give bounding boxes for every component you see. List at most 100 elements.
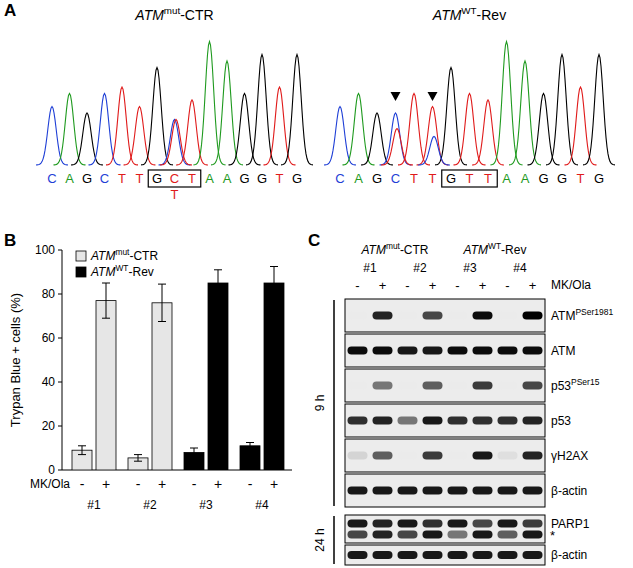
- band: [473, 417, 493, 425]
- band: [423, 417, 443, 425]
- band: [373, 487, 393, 495]
- bar: [152, 303, 172, 470]
- y-tick-label: 20: [42, 419, 56, 433]
- band: [423, 347, 443, 355]
- band: [373, 382, 393, 390]
- blot-strip: [345, 515, 545, 543]
- y-tick-label: 40: [42, 375, 56, 389]
- base-letter: T: [171, 187, 179, 202]
- treatment-sign: +: [479, 278, 487, 293]
- chromatogram: ATMWT-RevCAGCTTGTTAAGGTG: [324, 5, 615, 187]
- row-label: PARP1: [551, 517, 590, 531]
- base-letter: G: [594, 171, 604, 186]
- trace-peak: [324, 107, 356, 166]
- base-letter: T: [484, 171, 492, 186]
- x-tick-label: +: [270, 476, 278, 492]
- band: [373, 520, 393, 528]
- time-bracket: [333, 300, 335, 506]
- group-label: #1: [87, 498, 101, 512]
- error-bar: [78, 446, 86, 455]
- treatment-sign: -: [505, 278, 509, 293]
- y-axis-title: Trypan Blue + cells (%): [8, 293, 23, 427]
- figure: ABCATMmut-CTRCAGCTTGCTAAGGTGTATMWT-RevCA…: [0, 0, 633, 568]
- treatment-sign: +: [429, 278, 437, 293]
- band: [423, 520, 443, 528]
- blot-strip: [345, 545, 545, 565]
- base-letter: A: [65, 171, 74, 186]
- x-tick-label: -: [248, 476, 253, 492]
- band: [473, 530, 493, 538]
- band: [398, 382, 418, 390]
- base-letter: C: [391, 171, 400, 186]
- y-axis: [62, 250, 63, 470]
- trace-peak: [106, 87, 138, 165]
- genotype-header: ATMmut-CTR: [360, 241, 428, 257]
- band: [348, 487, 368, 495]
- error-bar: [190, 448, 198, 457]
- blot-strip: [345, 474, 545, 507]
- chromatogram-title: ATMWT-Rev: [432, 5, 506, 23]
- trace-peak: [54, 94, 86, 165]
- trace-peak: [454, 94, 486, 165]
- blot-strip: [345, 299, 545, 332]
- group-label: #4: [255, 498, 269, 512]
- error-bar: [158, 284, 166, 321]
- y-tick-label: 80: [42, 287, 56, 301]
- y-tick: [58, 294, 62, 295]
- band: [423, 530, 443, 538]
- band: [373, 530, 393, 538]
- treatment-sign: -: [405, 278, 409, 293]
- y-tick-label: 0: [48, 463, 55, 477]
- band: [348, 551, 368, 559]
- band: [523, 520, 543, 528]
- band: [398, 487, 418, 495]
- base-letter: A: [502, 171, 511, 186]
- band: [498, 382, 518, 390]
- legend-swatch: [76, 251, 86, 261]
- blot-strip: [345, 334, 545, 367]
- group-label: #2: [143, 498, 157, 512]
- y-tick: [58, 470, 62, 471]
- band: [348, 530, 368, 538]
- clone-label: #3: [463, 261, 477, 275]
- band: [423, 312, 443, 320]
- band: [523, 530, 543, 538]
- band: [473, 382, 493, 390]
- clone-label: #1: [363, 261, 377, 275]
- trace-peak: [361, 113, 393, 165]
- treatment-sign: +: [379, 278, 387, 293]
- band: [398, 347, 418, 355]
- band: [523, 382, 543, 390]
- base-letter: T: [188, 171, 196, 186]
- band: [348, 520, 368, 528]
- band: [423, 487, 443, 495]
- treatment-sign: -: [355, 278, 359, 293]
- bar: [264, 283, 284, 470]
- x-tick-label: -: [192, 476, 197, 492]
- mutation-box: [148, 170, 201, 187]
- band: [398, 530, 418, 538]
- x-tick-label: +: [102, 476, 110, 492]
- band: [498, 312, 518, 320]
- trace-peak: [160, 120, 192, 166]
- band: [348, 382, 368, 390]
- row-label: p53PSer15: [551, 377, 600, 393]
- trace-peak: [176, 100, 208, 165]
- band: [373, 312, 393, 320]
- x-tick-label: +: [214, 476, 222, 492]
- band: [473, 520, 493, 528]
- band: [523, 551, 543, 559]
- error-bar: [214, 270, 222, 296]
- trace-peak: [281, 55, 313, 165]
- y-tick: [58, 250, 62, 251]
- panel-letter: C: [308, 231, 320, 250]
- band: [523, 312, 543, 320]
- band: [448, 347, 468, 355]
- arrowhead: [391, 92, 401, 101]
- row-label: β-actin: [551, 484, 587, 498]
- band: [373, 417, 393, 425]
- clone-label: #4: [513, 261, 527, 275]
- western-blot: ATMmut-CTRATMWT-Rev#1#2#3#4-+-+-+-+MK/Ol…: [313, 241, 614, 565]
- band: [498, 520, 518, 528]
- treatment-sign: +: [529, 278, 537, 293]
